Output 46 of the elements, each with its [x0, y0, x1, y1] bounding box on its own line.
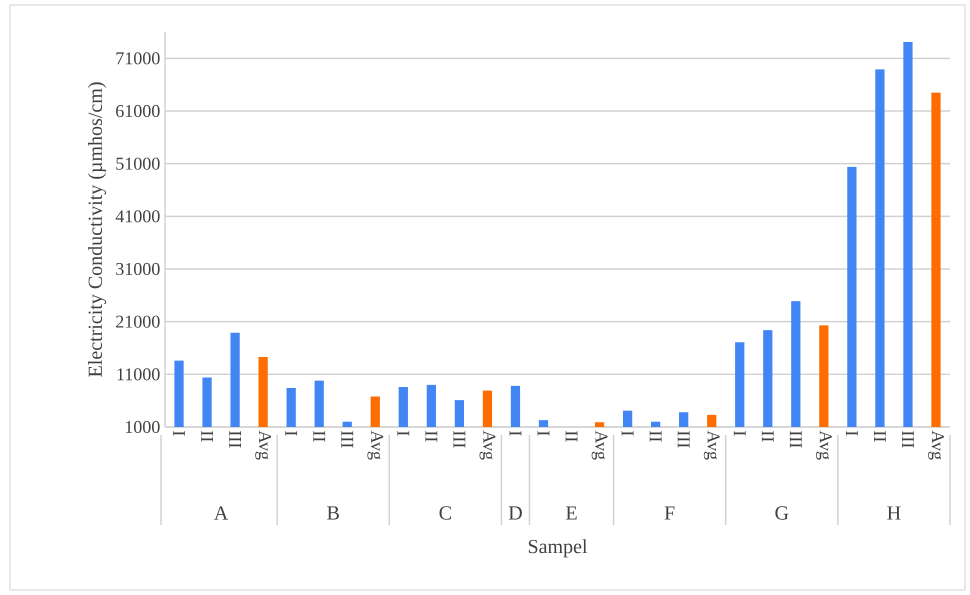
x-tick-label: Avg: [592, 430, 608, 460]
x-tick-label: Avg: [704, 430, 720, 460]
y-axis-title: Electricity Conductivity (µmhos/cm): [88, 82, 106, 377]
x-tick-label: I: [285, 431, 298, 436]
x-tick-label: I: [173, 431, 185, 436]
x-tick-label: Avg: [367, 430, 384, 460]
y-tick-label: 61000: [116, 104, 160, 118]
x-tick-label: I: [622, 431, 634, 436]
x-tick-label: III: [790, 431, 802, 448]
x-axis-title: Sampel: [528, 539, 588, 558]
x-tick-label: I: [846, 431, 858, 436]
text: B: [327, 506, 339, 520]
x-tick-label: II: [650, 431, 662, 442]
x-tick-label: I: [397, 431, 410, 436]
text: G: [775, 506, 788, 520]
text: F: [664, 506, 674, 520]
x-tick-label: III: [341, 431, 354, 448]
y-tick-label: 51000: [116, 158, 160, 170]
x-tick-label: III: [453, 431, 466, 448]
text: C: [440, 506, 451, 520]
x-tick-label: II: [313, 431, 326, 442]
x-tick-label: II: [566, 431, 578, 442]
x-tick-label: III: [678, 431, 690, 448]
x-tick-label: Avg: [816, 430, 832, 460]
y-tick-label: 11000: [118, 368, 160, 380]
x-tick-label: Avg: [255, 430, 272, 460]
text: H: [887, 506, 901, 520]
text: E: [566, 506, 577, 520]
x-tick-label: I: [510, 431, 522, 436]
y-tick-label: 31000: [116, 262, 160, 276]
x-tick-label: II: [201, 431, 213, 442]
x-tick-label: III: [902, 431, 914, 448]
y-tick-label: 71000: [116, 52, 160, 64]
x-tick-label: II: [874, 431, 886, 442]
y-tick-label: 1000: [126, 420, 160, 434]
text: A: [214, 506, 228, 520]
x-tick-label: I: [734, 431, 746, 436]
x-tick-label: I: [538, 431, 550, 436]
x-tick-label: II: [762, 431, 774, 442]
text: D: [508, 506, 522, 520]
y-tick-label: 21000: [116, 316, 160, 328]
x-tick-label: Avg: [480, 430, 496, 460]
x-tick-label: II: [425, 431, 438, 442]
x-tick-label: Avg: [928, 430, 944, 460]
y-tick-label: 41000: [116, 210, 160, 222]
x-tick-label: III: [229, 431, 241, 448]
